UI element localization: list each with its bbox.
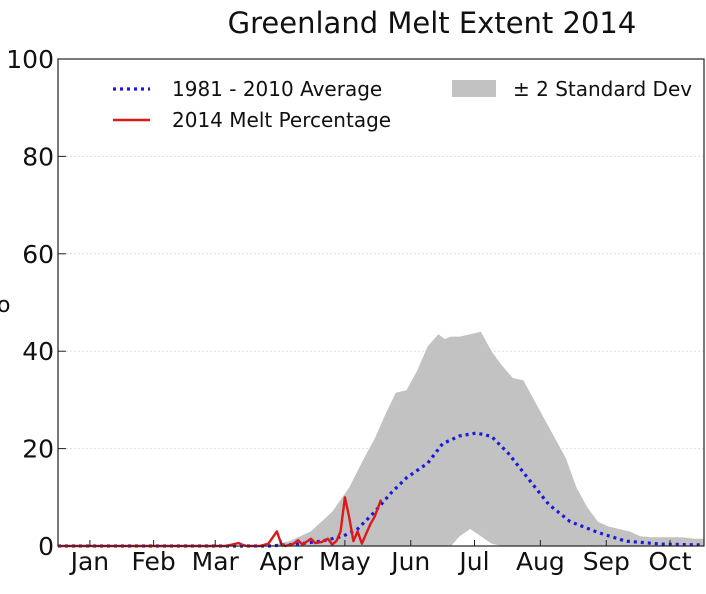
std-dev-band: [58, 331, 704, 546]
legend-swatch-std: [452, 80, 496, 97]
legend-label-average: 1981 - 2010 Average: [172, 77, 382, 101]
y-tick-label-40: 40: [22, 337, 54, 366]
y-tick-label-100: 100: [6, 45, 54, 74]
y-tick-label-20: 20: [22, 435, 54, 464]
legend-label-2014: 2014 Melt Percentage: [172, 108, 391, 132]
y-axis-ticks: 0 20 40 60 80 100: [6, 45, 66, 561]
x-tick-label-jan: Jan: [69, 547, 110, 576]
x-axis-ticks: Jan Feb Mar Apr May Jun Jul Aug Sep Oct: [69, 540, 692, 576]
legend-label-std: ± 2 Standard Dev: [513, 77, 692, 101]
x-tick-label-oct: Oct: [648, 547, 691, 576]
x-tick-label-mar: Mar: [192, 547, 240, 576]
x-tick-label-sep: Sep: [583, 547, 630, 576]
legend: 1981 - 2010 Average 2014 Melt Percentage…: [113, 77, 692, 132]
x-tick-label-jun: Jun: [389, 547, 430, 576]
y-tick-label-0: 0: [38, 532, 54, 561]
average-line: [58, 431, 705, 548]
gridlines: [58, 155, 704, 450]
y-tick-label-60: 60: [22, 240, 54, 269]
chart-title: Greenland Melt Extent 2014: [228, 6, 637, 40]
y-tick-label-80: 80: [22, 142, 54, 171]
x-tick-label-jul: Jul: [457, 547, 489, 576]
y-axis-label-fragment: o: [0, 293, 10, 318]
x-tick-label-apr: Apr: [260, 547, 304, 576]
x-tick-label-feb: Feb: [131, 547, 175, 576]
x-tick-label-aug: Aug: [516, 547, 565, 576]
x-tick-label-may: May: [319, 547, 371, 576]
std-band-layer: [58, 331, 704, 546]
plot-frame: [57, 58, 705, 547]
